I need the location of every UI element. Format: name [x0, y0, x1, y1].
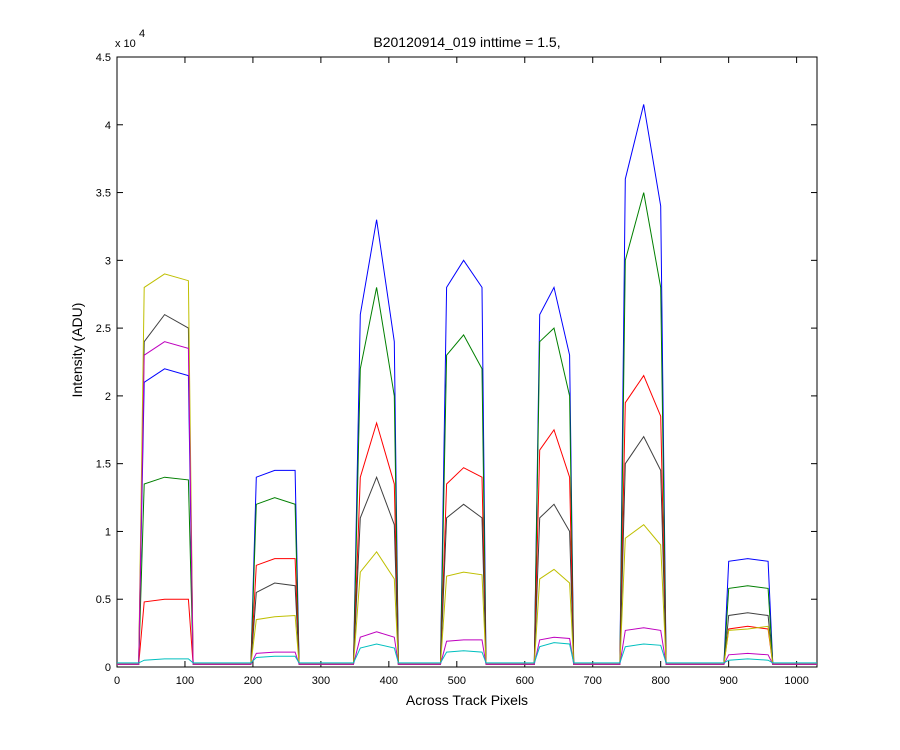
- x-tick-label: 800: [652, 675, 670, 687]
- x-tick-label: 900: [719, 675, 737, 687]
- x-tick-label: 200: [244, 675, 262, 687]
- series-line: [117, 642, 817, 664]
- x-tick-label: 1000: [784, 675, 808, 687]
- y-tick-label: 3: [105, 255, 111, 267]
- y-tick-label: 4: [105, 120, 111, 132]
- y-tick-label: 0.5: [96, 594, 111, 606]
- x-axis-label: Across Track Pixels: [406, 692, 528, 708]
- x-tick-label: 500: [448, 675, 466, 687]
- x-tick-label: 0: [114, 675, 120, 687]
- y-tick-label: 0: [105, 662, 111, 674]
- x-tick-label: 100: [176, 675, 194, 687]
- x-tick-label: 600: [516, 675, 534, 687]
- y-axis-label: Intensity (ADU): [69, 303, 85, 398]
- y-tick-label: 2.5: [96, 323, 111, 335]
- y-tick-label: 1.5: [96, 459, 111, 471]
- y-tick-label: 2: [105, 391, 111, 403]
- y-tick-label: 1: [105, 526, 111, 538]
- y-tick-label: 4.5: [96, 52, 111, 64]
- chart-title: B20120914_019 inttime = 1.5,: [373, 34, 560, 50]
- series-line: [117, 341, 817, 665]
- x-tick-label: 300: [312, 675, 330, 687]
- x-tick-label: 400: [380, 675, 398, 687]
- y-tick-label: 3.5: [96, 188, 111, 200]
- x-tick-label: 700: [584, 675, 602, 687]
- y-multiplier-exponent: 4: [139, 28, 145, 40]
- y-multiplier: x 10: [115, 38, 136, 50]
- plot-box: [116, 56, 818, 668]
